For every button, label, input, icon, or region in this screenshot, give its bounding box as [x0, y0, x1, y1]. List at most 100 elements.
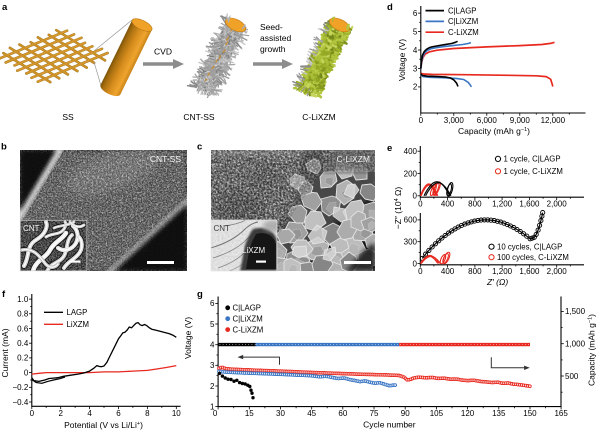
svg-text:135: 135 [492, 409, 506, 418]
svg-text:Current (mA): Current (mA) [0, 328, 10, 377]
svg-text:2,000: 2,000 [547, 267, 568, 276]
svg-text:8: 8 [145, 409, 150, 418]
svg-text:60: 60 [338, 409, 347, 418]
svg-text:400: 400 [441, 200, 455, 209]
svg-text:1,200: 1,200 [492, 200, 513, 209]
svg-text:0: 0 [419, 116, 424, 125]
svg-text:C|LAGP: C|LAGP [448, 6, 476, 15]
svg-text:45: 45 [307, 409, 316, 418]
svg-text:6: 6 [116, 409, 121, 418]
svg-text:C-LiXZM: C-LiXZM [302, 112, 336, 122]
svg-text:a: a [2, 2, 8, 13]
svg-text:CVD: CVD [154, 47, 172, 57]
svg-text:0: 0 [30, 409, 35, 418]
svg-text:LiXZM: LiXZM [67, 320, 90, 329]
svg-text:800: 800 [468, 200, 482, 209]
svg-text:0: 0 [413, 259, 418, 268]
svg-text:6,000: 6,000 [477, 116, 498, 125]
svg-text:600: 600 [404, 216, 418, 225]
svg-text:SS: SS [62, 112, 74, 122]
svg-text:5: 5 [210, 320, 215, 329]
svg-text:120: 120 [461, 409, 475, 418]
svg-text:growth: growth [260, 44, 286, 54]
svg-text:300: 300 [404, 237, 418, 246]
svg-text:0: 0 [213, 409, 218, 418]
svg-text:c: c [197, 142, 202, 153]
svg-text:1,600: 1,600 [519, 200, 540, 209]
svg-text:CNT-SS: CNT-SS [183, 112, 215, 122]
svg-text:1,200: 1,200 [492, 267, 513, 276]
svg-text:C|LiXZM: C|LiXZM [448, 17, 478, 26]
svg-text:C|LiXZM: C|LiXZM [233, 314, 263, 323]
svg-text:200: 200 [404, 169, 418, 178]
svg-text:150: 150 [523, 409, 537, 418]
svg-text:2,000: 2,000 [547, 200, 568, 209]
svg-text:Seed-: Seed- [260, 22, 283, 32]
svg-text:3: 3 [413, 64, 418, 73]
svg-text:0.2: 0.2 [17, 354, 29, 363]
svg-text:9,000: 9,000 [510, 116, 531, 125]
svg-text:e: e [387, 143, 392, 154]
svg-text:0.4: 0.4 [17, 339, 29, 348]
svg-text:LAGP: LAGP [67, 308, 88, 317]
svg-text:90: 90 [401, 409, 410, 418]
svg-text:Potential (V vs Li/Li+): Potential (V vs Li/Li+) [64, 420, 143, 430]
svg-text:Capacity (mAh g−1): Capacity (mAh g−1) [587, 314, 597, 386]
svg-text:1: 1 [210, 402, 215, 411]
svg-text:2: 2 [413, 83, 418, 92]
svg-text:3,000: 3,000 [444, 116, 465, 125]
svg-text:15: 15 [245, 409, 254, 418]
svg-text:LiXZM: LiXZM [242, 246, 265, 255]
svg-text:CNT-SS: CNT-SS [150, 154, 182, 164]
svg-text:6: 6 [413, 9, 418, 18]
svg-text:Voltage (V): Voltage (V) [183, 317, 193, 359]
svg-text:1 cycle, C-LiXZM: 1 cycle, C-LiXZM [504, 167, 563, 176]
svg-text:30: 30 [276, 409, 285, 418]
svg-text:500: 500 [565, 372, 579, 381]
svg-text:5: 5 [413, 27, 418, 36]
svg-text:CNT: CNT [214, 224, 231, 233]
svg-text:10 cycles, C|LAGP: 10 cycles, C|LAGP [497, 242, 562, 251]
svg-text:800: 800 [468, 267, 482, 276]
svg-text:Voltage (V): Voltage (V) [397, 39, 407, 81]
svg-text:1,000: 1,000 [565, 340, 586, 349]
svg-text:C-LiXZM: C-LiXZM [233, 325, 264, 334]
svg-text:C-LiXZM: C-LiXZM [336, 154, 370, 164]
svg-text:105: 105 [430, 409, 444, 418]
svg-text:−0.2: −0.2 [13, 383, 29, 392]
svg-text:b: b [1, 142, 7, 153]
svg-text:0: 0 [418, 267, 423, 276]
svg-text:0: 0 [24, 368, 29, 377]
svg-text:d: d [387, 2, 393, 13]
svg-text:assisted: assisted [260, 33, 291, 43]
svg-text:4: 4 [87, 409, 92, 418]
svg-text:f: f [2, 289, 6, 300]
svg-text:1,500: 1,500 [565, 307, 586, 316]
svg-text:10: 10 [172, 409, 181, 418]
svg-text:0.6: 0.6 [17, 324, 29, 333]
svg-text:g: g [197, 289, 203, 300]
svg-text:2: 2 [210, 382, 215, 391]
svg-text:Z′ (Ω): Z′ (Ω) [486, 277, 508, 287]
svg-text:−Z″ (104 Ω): −Z″ (104 Ω) [393, 187, 403, 230]
svg-text:1 cycle, C|LAGP: 1 cycle, C|LAGP [504, 155, 561, 164]
svg-text:Cycle number: Cycle number [363, 420, 416, 430]
svg-text:0.8: 0.8 [17, 310, 29, 319]
svg-text:2: 2 [58, 409, 63, 418]
svg-text:C-LiXZM: C-LiXZM [448, 28, 479, 37]
svg-text:0: 0 [418, 200, 423, 209]
svg-text:CNT: CNT [23, 224, 40, 233]
svg-text:400: 400 [404, 147, 418, 156]
svg-text:Capacity (mAh g−1): Capacity (mAh g−1) [458, 126, 530, 136]
svg-text:400: 400 [441, 267, 455, 276]
svg-text:6: 6 [210, 299, 215, 308]
svg-text:75: 75 [370, 409, 379, 418]
svg-text:C|LAGP: C|LAGP [233, 304, 261, 313]
svg-text:4: 4 [210, 340, 215, 349]
svg-text:100 cycles, C-LiXZM: 100 cycles, C-LiXZM [497, 253, 569, 262]
svg-text:4: 4 [413, 46, 418, 55]
svg-text:0: 0 [413, 192, 418, 201]
svg-text:12,000: 12,000 [541, 116, 566, 125]
svg-text:165: 165 [554, 409, 568, 418]
svg-text:3: 3 [210, 361, 215, 370]
